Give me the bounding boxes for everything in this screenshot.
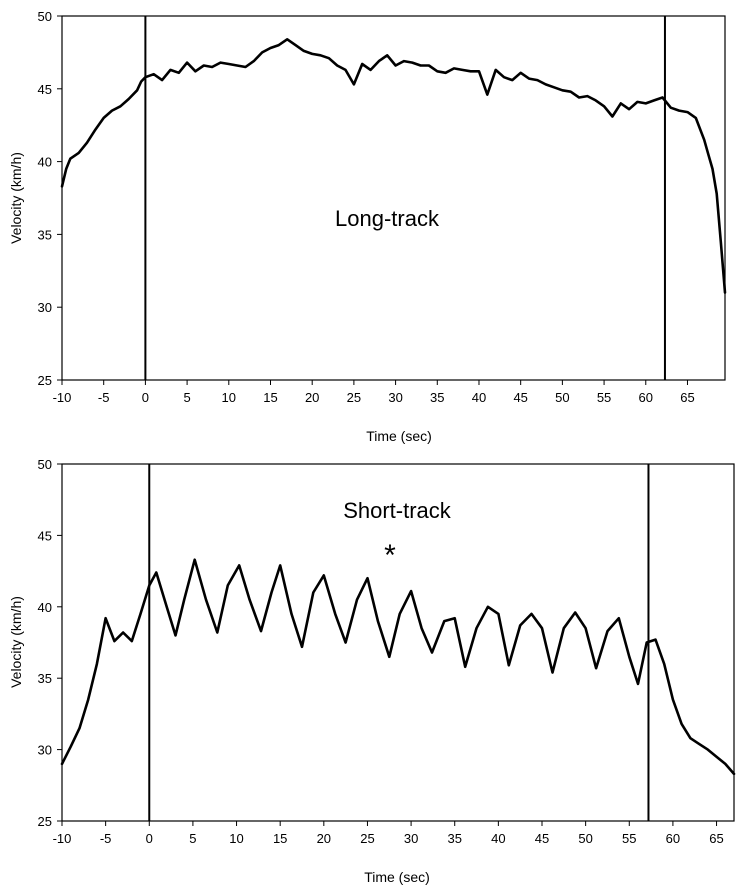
x-axis-title: Time (sec) — [364, 869, 430, 885]
x-tick-label: -5 — [100, 831, 112, 846]
y-axis-title: Velocity (km/h) — [8, 152, 24, 244]
significance-marker: * — [384, 539, 396, 572]
short-track-chart: 25 30 35 40 45 50 -10 -5 0 5 10 15 20 25 30 35 40 45 50 55… — [8, 457, 736, 885]
x-tick-label: 35 — [447, 831, 461, 846]
y-tick-label: 40 — [38, 155, 52, 170]
x-tick-label: 30 — [404, 831, 418, 846]
x-tick-label: -10 — [53, 831, 72, 846]
y-tick-label: 45 — [38, 82, 52, 97]
panel-label: Long-track — [335, 206, 440, 231]
x-tick-label: 60 — [666, 831, 680, 846]
x-axis-ticks: -10 -5 0 5 10 15 20 25 30 35 40 45 50 55 60 65 — [53, 821, 724, 846]
x-axis-ticks: -10 -5 0 5 10 15 20 25 30 35 40 45 50 55 60 65 — [53, 380, 695, 405]
y-tick-label: 40 — [38, 600, 52, 615]
y-tick-label: 35 — [38, 671, 52, 686]
x-tick-label: 50 — [555, 390, 569, 405]
phase-markers — [144, 16, 666, 380]
x-tick-label: 5 — [183, 390, 190, 405]
y-tick-label: 50 — [38, 457, 52, 472]
x-tick-label: 55 — [597, 390, 611, 405]
x-tick-label: 25 — [360, 831, 374, 846]
x-tick-label: 40 — [491, 831, 505, 846]
y-tick-label: 45 — [38, 528, 52, 543]
velocity-line — [60, 558, 736, 776]
x-tick-label: 5 — [189, 831, 196, 846]
x-tick-label: -10 — [53, 390, 72, 405]
x-tick-label: 25 — [347, 390, 361, 405]
x-tick-label: 55 — [622, 831, 636, 846]
long-track-chart: 25 30 35 40 45 50 -10 -5 0 5 10 15 20 25 30 35 40 45 50 55… — [8, 9, 727, 444]
x-tick-label: 20 — [305, 390, 319, 405]
y-axis-ticks: 25 30 35 40 45 50 — [38, 457, 62, 829]
x-tick-label: 35 — [430, 390, 444, 405]
x-tick-label: 15 — [263, 390, 277, 405]
x-tick-label: 50 — [578, 831, 592, 846]
panel-label: Short-track — [343, 498, 452, 523]
x-tick-label: 20 — [317, 831, 331, 846]
plot-frame — [61, 463, 735, 822]
y-tick-label: 30 — [38, 300, 52, 315]
x-tick-label: 60 — [639, 390, 653, 405]
x-tick-label: 10 — [229, 831, 243, 846]
x-tick-label: 15 — [273, 831, 287, 846]
y-axis-title: Velocity (km/h) — [8, 596, 24, 688]
x-tick-label: 30 — [388, 390, 402, 405]
y-tick-label: 50 — [38, 9, 52, 24]
y-tick-label: 35 — [38, 227, 52, 242]
x-tick-label: 0 — [146, 831, 153, 846]
x-tick-label: 65 — [709, 831, 723, 846]
y-tick-label: 25 — [38, 373, 52, 388]
x-tick-label: 10 — [222, 390, 236, 405]
y-tick-label: 30 — [38, 743, 52, 758]
x-axis-title: Time (sec) — [366, 428, 432, 444]
x-tick-label: 65 — [680, 390, 694, 405]
velocity-line — [60, 38, 727, 294]
x-tick-label: 0 — [142, 390, 149, 405]
x-tick-label: 45 — [535, 831, 549, 846]
x-tick-label: -5 — [98, 390, 110, 405]
y-axis-ticks: 25 30 35 40 45 50 — [38, 9, 62, 388]
plot-frame — [61, 15, 726, 381]
x-tick-label: 45 — [513, 390, 527, 405]
y-tick-label: 25 — [38, 814, 52, 829]
x-tick-label: 40 — [472, 390, 486, 405]
